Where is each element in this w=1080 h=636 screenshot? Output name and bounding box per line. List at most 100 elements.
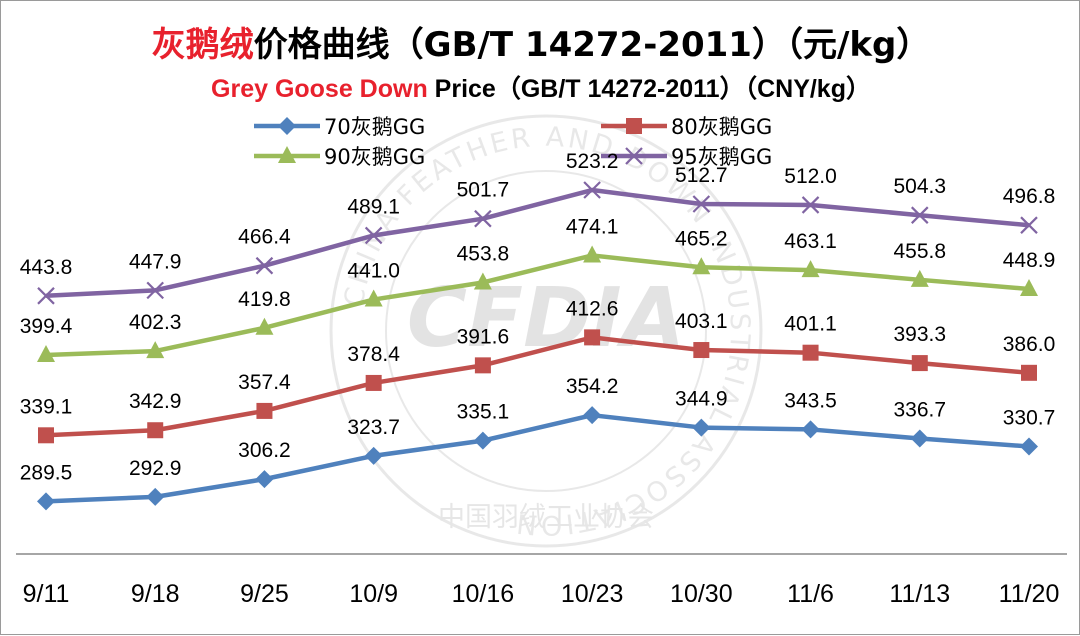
data-point <box>474 357 491 374</box>
data-label: 399.4 <box>20 315 73 338</box>
data-point <box>1020 437 1038 456</box>
data-point <box>256 402 273 419</box>
series-3 <box>37 245 1038 362</box>
data-point <box>37 492 55 511</box>
data-point <box>146 341 165 359</box>
data-label: 391.6 <box>457 325 510 348</box>
data-point <box>692 195 711 213</box>
x-tick-label: 10/9 <box>349 580 398 608</box>
x-tick-label: 9/11 <box>23 580 70 608</box>
data-point <box>583 181 601 199</box>
data-point <box>1021 364 1037 381</box>
series-layer <box>37 181 1038 511</box>
data-point <box>693 342 710 359</box>
data-point <box>146 281 164 300</box>
data-point <box>364 226 383 245</box>
data-point <box>583 406 602 425</box>
data-label-layer: 289.5 292.9 306.2 323.7 335.1 354.2 344.9 343.5… <box>20 150 1056 484</box>
data-point <box>37 287 55 305</box>
chart-title-highlight: 灰鹅绒 <box>152 25 254 65</box>
data-label: 401.1 <box>784 313 837 336</box>
legend-label: 95灰鹅GG <box>671 145 772 169</box>
chart-subtitle: Grey Goose Down Price（GB/T 14272-2011）（C… <box>211 74 871 103</box>
legend-entry: 90灰鹅GG <box>254 145 425 169</box>
data-label: 501.7 <box>457 179 510 202</box>
series-2 <box>38 329 1037 444</box>
data-point <box>910 269 929 287</box>
data-point <box>801 260 820 278</box>
data-label: 330.7 <box>1003 406 1056 429</box>
data-point <box>474 209 492 228</box>
chart-title-rest: 价格曲线（GB/T 14272-2011）（元/kg） <box>254 25 931 65</box>
legend-marker <box>278 117 296 135</box>
data-point <box>910 429 929 448</box>
legend-label: 90灰鹅GG <box>324 145 425 169</box>
data-point <box>801 420 820 439</box>
series-line <box>45 187 1030 299</box>
x-tick-label: 10/16 <box>452 580 515 608</box>
data-label: 463.1 <box>784 230 837 253</box>
data-label: 419.8 <box>238 288 291 311</box>
data-label: 453.8 <box>457 242 510 265</box>
data-point <box>583 245 602 263</box>
data-label: 306.2 <box>238 439 291 462</box>
data-point <box>364 289 383 307</box>
x-tick-label: 10/30 <box>670 580 733 608</box>
data-point <box>147 422 164 439</box>
data-label: 339.1 <box>20 395 73 418</box>
data-point <box>146 487 165 506</box>
legend-marker <box>625 147 643 165</box>
legend-marker <box>278 146 296 163</box>
data-label: 343.5 <box>784 389 837 412</box>
data-label: 386.0 <box>1003 333 1056 356</box>
data-label: 441.0 <box>347 260 400 283</box>
data-label: 292.9 <box>129 457 182 480</box>
data-label: 402.3 <box>129 311 182 334</box>
data-label: 443.8 <box>20 256 73 279</box>
data-point <box>364 446 383 465</box>
chart-legend: 70灰鹅GG 80灰鹅GG 90灰鹅GG 95灰鹅GG <box>254 115 772 169</box>
data-label: 412.6 <box>566 297 619 320</box>
data-label: 354.2 <box>566 375 619 398</box>
x-tick-label: 11/13 <box>889 580 950 608</box>
svg-text:中国羽绒工业协会: 中国羽绒工业协会 <box>438 502 654 533</box>
legend-marker <box>626 118 642 134</box>
data-label: 523.2 <box>566 150 619 173</box>
chart-subtitle-rest: Price（GB/T 14272-2011）（CNY/kg） <box>428 74 871 103</box>
data-point <box>38 427 54 444</box>
series-line <box>45 253 1030 358</box>
series-line <box>45 335 1030 438</box>
data-label: 465.2 <box>675 227 728 250</box>
legend-entry: 80灰鹅GG <box>601 115 772 139</box>
data-point <box>255 317 274 335</box>
data-point <box>801 196 820 214</box>
data-label: 474.1 <box>566 215 619 238</box>
chart-title: 灰鹅绒价格曲线（GB/T 14272-2011）（元/kg） <box>152 25 931 65</box>
data-label: 336.7 <box>893 398 946 421</box>
x-tick-label: 9/25 <box>240 580 289 608</box>
svg-text:CFDIA: CFDIA <box>407 271 685 366</box>
data-point <box>692 418 711 437</box>
data-label: 455.8 <box>893 240 946 263</box>
data-label: 447.9 <box>129 250 182 273</box>
data-label: 357.4 <box>238 371 291 394</box>
data-label: 335.1 <box>457 401 510 424</box>
data-point <box>802 344 819 361</box>
data-point <box>473 272 492 290</box>
data-label: 403.1 <box>675 310 728 333</box>
series-line <box>45 412 1030 504</box>
series-4 <box>37 181 1038 305</box>
data-point <box>1020 279 1038 297</box>
data-label: 378.4 <box>347 343 400 366</box>
data-label: 496.8 <box>1003 185 1056 208</box>
data-point <box>692 257 711 275</box>
data-label: 344.9 <box>675 388 728 411</box>
data-point <box>911 206 929 224</box>
data-point <box>37 344 55 362</box>
data-point <box>1020 216 1038 234</box>
data-label: 512.0 <box>784 165 837 188</box>
x-tick-layer: 9/11 9/18 9/25 10/9 10/16 10/23 10/30 11/6 11/13… <box>23 580 1060 608</box>
data-point <box>255 470 274 489</box>
legend-label: 80灰鹅GG <box>671 115 772 139</box>
data-label: 342.9 <box>129 390 182 413</box>
